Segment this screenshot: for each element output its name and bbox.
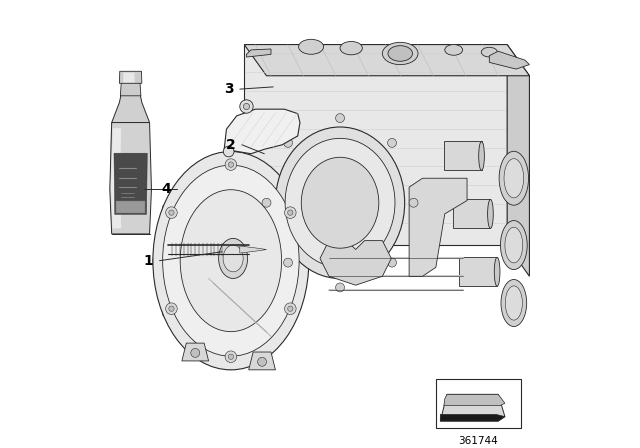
Polygon shape <box>507 44 529 276</box>
Circle shape <box>258 358 266 366</box>
Circle shape <box>335 283 344 292</box>
Ellipse shape <box>505 286 522 320</box>
Ellipse shape <box>494 257 500 286</box>
Ellipse shape <box>299 39 324 54</box>
Ellipse shape <box>285 138 395 267</box>
Polygon shape <box>490 51 529 69</box>
Circle shape <box>285 303 296 314</box>
Ellipse shape <box>275 127 404 279</box>
Text: 3: 3 <box>224 82 234 96</box>
Polygon shape <box>240 246 266 253</box>
Circle shape <box>228 162 234 167</box>
Ellipse shape <box>340 41 362 55</box>
Circle shape <box>409 198 418 207</box>
Text: 1: 1 <box>143 254 154 267</box>
Text: 2: 2 <box>226 138 236 152</box>
Ellipse shape <box>488 199 493 228</box>
Bar <box>436 379 520 428</box>
Polygon shape <box>460 257 497 286</box>
Polygon shape <box>182 343 209 361</box>
Polygon shape <box>244 44 529 76</box>
Circle shape <box>169 210 174 215</box>
Polygon shape <box>244 44 507 245</box>
Circle shape <box>240 100 253 113</box>
Ellipse shape <box>479 142 484 170</box>
Circle shape <box>285 207 296 219</box>
Polygon shape <box>440 414 505 421</box>
Circle shape <box>388 258 397 267</box>
Ellipse shape <box>499 151 529 205</box>
Polygon shape <box>444 142 481 170</box>
Circle shape <box>287 306 293 311</box>
Polygon shape <box>153 151 239 370</box>
Polygon shape <box>224 109 300 154</box>
Polygon shape <box>110 123 152 234</box>
Ellipse shape <box>445 44 463 55</box>
Ellipse shape <box>501 280 527 327</box>
Polygon shape <box>110 123 119 234</box>
Ellipse shape <box>388 46 412 61</box>
Text: 4: 4 <box>161 182 171 196</box>
Polygon shape <box>320 241 391 285</box>
Polygon shape <box>444 394 505 405</box>
Ellipse shape <box>500 220 527 270</box>
Polygon shape <box>409 178 467 276</box>
Circle shape <box>225 351 237 362</box>
Circle shape <box>169 306 174 311</box>
Polygon shape <box>440 394 505 421</box>
Circle shape <box>228 354 234 359</box>
Circle shape <box>262 198 271 207</box>
Polygon shape <box>452 199 490 228</box>
Ellipse shape <box>504 159 524 198</box>
Circle shape <box>284 258 292 267</box>
Polygon shape <box>249 352 275 370</box>
Circle shape <box>166 303 177 314</box>
Polygon shape <box>120 82 141 96</box>
Circle shape <box>388 138 397 147</box>
Circle shape <box>223 146 234 157</box>
Ellipse shape <box>481 47 497 57</box>
Polygon shape <box>120 71 142 83</box>
Ellipse shape <box>180 190 282 332</box>
Polygon shape <box>116 201 145 213</box>
Ellipse shape <box>163 165 299 356</box>
Circle shape <box>335 114 344 123</box>
Polygon shape <box>123 73 135 82</box>
Circle shape <box>287 210 293 215</box>
Circle shape <box>284 138 292 147</box>
Ellipse shape <box>153 151 309 370</box>
Ellipse shape <box>219 238 248 279</box>
Polygon shape <box>114 153 147 215</box>
Circle shape <box>243 103 250 110</box>
Ellipse shape <box>301 157 379 248</box>
Polygon shape <box>262 125 298 142</box>
Polygon shape <box>112 94 150 123</box>
Ellipse shape <box>382 42 418 65</box>
Ellipse shape <box>223 245 243 272</box>
Circle shape <box>166 207 177 219</box>
Ellipse shape <box>505 227 523 263</box>
Text: 361744: 361744 <box>458 436 498 446</box>
Circle shape <box>191 349 200 358</box>
Circle shape <box>225 159 237 170</box>
Polygon shape <box>246 49 271 57</box>
Polygon shape <box>111 128 121 228</box>
